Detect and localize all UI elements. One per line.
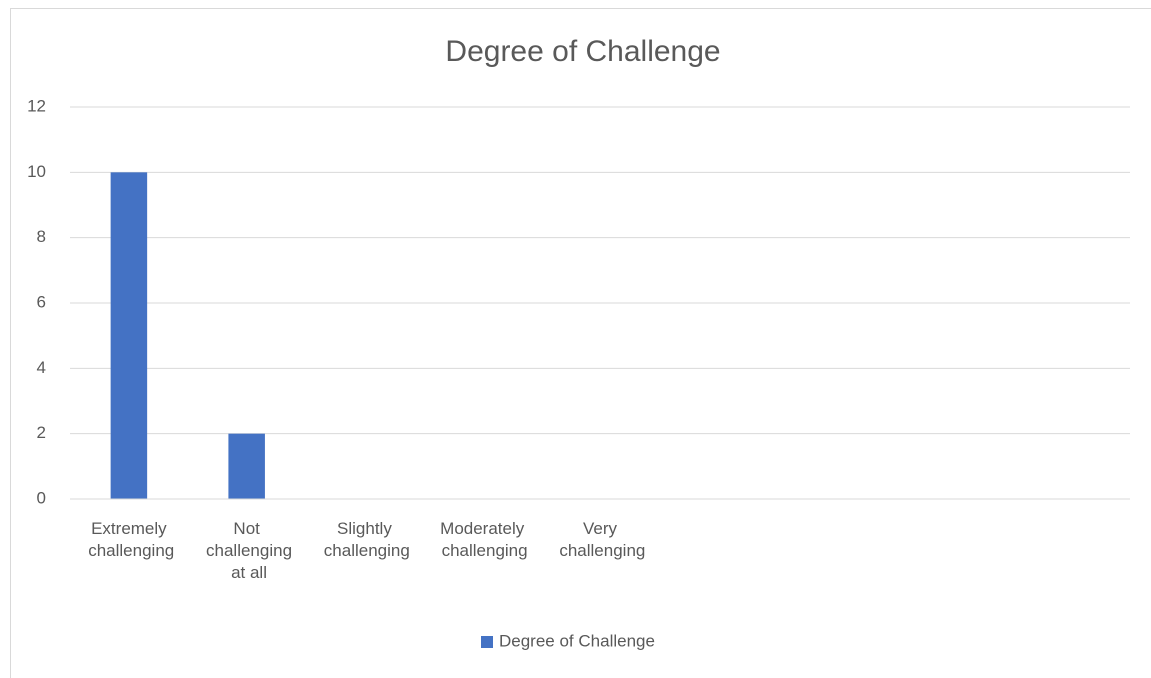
y-tick-label: 2 <box>37 423 46 442</box>
x-tick-label: Very challenging <box>555 519 646 560</box>
y-tick-label: 0 <box>37 488 46 507</box>
x-tick-label: Extremely challenging <box>84 519 175 560</box>
x-tick-label: Slightly challenging <box>319 519 410 560</box>
y-tick-label: 12 <box>27 96 46 115</box>
y-tick-label: 8 <box>37 227 46 246</box>
y-tick-label: 6 <box>37 292 46 311</box>
bar <box>110 172 148 500</box>
x-tick-label: Not challenging at all <box>201 519 292 582</box>
legend-swatch <box>481 636 493 648</box>
legend-label: Degree of Challenge <box>499 631 655 650</box>
x-tick-label: Moderately challenging <box>437 519 528 560</box>
y-tick-label: 4 <box>37 358 46 377</box>
y-tick-label: 10 <box>27 162 46 181</box>
chart-title: Degree of Challenge <box>445 35 720 68</box>
chart-frame <box>10 8 1151 678</box>
bar <box>228 433 265 499</box>
